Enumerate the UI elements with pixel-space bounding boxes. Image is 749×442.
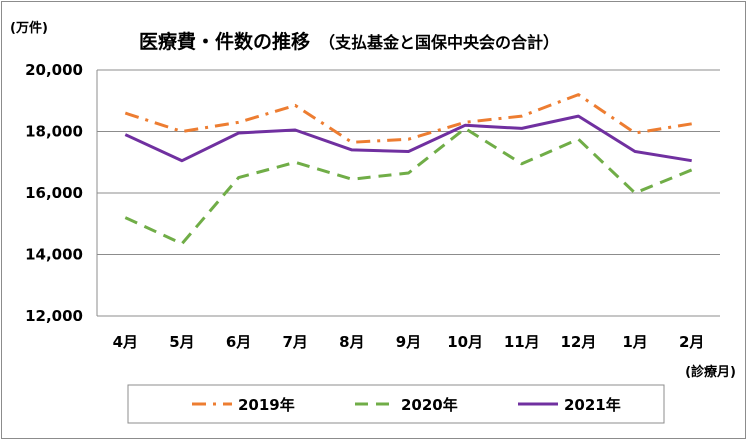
y-axis: 12,000 14,000 16,000 18,000 20,000 bbox=[25, 61, 98, 325]
series-line-2019年 bbox=[124, 93, 692, 144]
x-tick-label: 12月 bbox=[560, 333, 596, 351]
x-tick-label: 6月 bbox=[226, 333, 251, 351]
y-tick-label: 18,000 bbox=[25, 123, 83, 141]
x-tick-label: 8月 bbox=[339, 333, 364, 351]
y-tick-label: 20,000 bbox=[25, 61, 83, 79]
series-line-2020年 bbox=[124, 126, 693, 246]
y-tick-label: 14,000 bbox=[25, 246, 83, 264]
legend-label: 2019年 bbox=[238, 396, 295, 414]
x-tick-label: 9月 bbox=[396, 333, 421, 351]
gridlines bbox=[97, 69, 720, 317]
series-line-2021年 bbox=[124, 114, 692, 163]
legend: 2019年 2020年 2021年 bbox=[127, 384, 665, 424]
series-lines bbox=[124, 93, 693, 246]
y-unit-label: (万件) bbox=[10, 20, 48, 36]
y-tick-label: 12,000 bbox=[25, 307, 83, 325]
x-axis: 4月 5月 6月 7月 8月 9月 10月 11月 12月 1月 2月 bbox=[113, 333, 705, 351]
chart-subtitle: （支払基金と国保中央会の合計） bbox=[319, 33, 559, 52]
legend-box bbox=[127, 384, 665, 424]
x-tick-label: 1月 bbox=[622, 333, 647, 351]
x-tick-label: 11月 bbox=[504, 333, 540, 351]
legend-label: 2020年 bbox=[401, 396, 458, 414]
chart-title: 医療費・件数の推移 bbox=[139, 30, 310, 53]
x-tick-label: 10月 bbox=[447, 333, 483, 351]
x-tick-label: 2月 bbox=[679, 333, 704, 351]
y-tick-label: 16,000 bbox=[25, 184, 83, 202]
x-tick-label: 4月 bbox=[113, 333, 138, 351]
legend-label: 2021年 bbox=[564, 396, 621, 414]
x-unit-label: (診療月) bbox=[685, 364, 736, 380]
x-tick-label: 7月 bbox=[283, 333, 308, 351]
x-tick-label: 5月 bbox=[169, 333, 194, 351]
